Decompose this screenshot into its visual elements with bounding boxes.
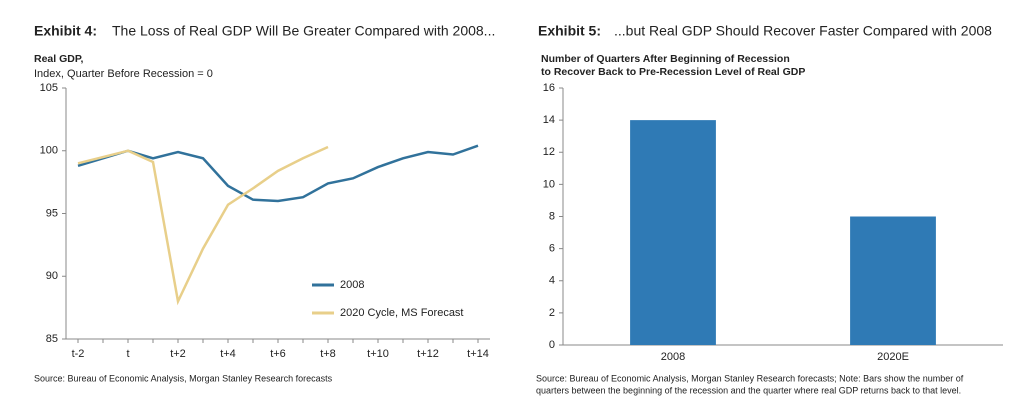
series-line	[77, 145, 329, 306]
y-tick-label: 2	[549, 307, 555, 319]
chart-title: Number of Quarters After Beginning of Re…	[541, 53, 790, 65]
x-tick-label: t	[126, 348, 129, 360]
x-tick-label: t+12	[417, 348, 439, 360]
y-tick-label: 90	[46, 270, 58, 282]
exhibit-heading: ...but Real GDP Should Recover Faster Co…	[614, 23, 992, 39]
y-tick-label: 16	[543, 82, 555, 94]
source: Source: Bureau of Economic Analysis, Mor…	[34, 373, 333, 383]
y-tick-label: 14	[543, 114, 555, 126]
x-tick-label: t+2	[170, 348, 186, 360]
bar	[850, 216, 936, 345]
source: Source: Bureau of Economic Analysis, Mor…	[536, 373, 964, 383]
exhibit-label: Exhibit 4:	[34, 23, 97, 39]
x-tick-label: t+4	[220, 348, 236, 360]
exhibit-label: Exhibit 5:	[538, 23, 601, 39]
x-tick-label: t-2	[72, 348, 85, 360]
source: quarters between the beginning of the re…	[536, 385, 961, 395]
x-tick-label: t+8	[320, 348, 336, 360]
x-tick-label: t+14	[467, 348, 489, 360]
y-tick-label: 100	[40, 145, 58, 157]
x-tick-label: t+10	[367, 348, 389, 360]
y-tick-label: 8	[549, 210, 555, 222]
legend-label: 2020 Cycle, MS Forecast	[340, 307, 464, 319]
y-tick-label: 0	[549, 339, 555, 351]
bar	[630, 120, 716, 345]
y-tick-label: 95	[46, 207, 58, 219]
chart-title: Real GDP,	[34, 53, 83, 65]
chart-subtitle: Index, Quarter Before Recession = 0	[34, 68, 213, 80]
y-tick-label: 105	[40, 82, 58, 94]
y-tick-label: 4	[549, 275, 555, 287]
legend-label: 2008	[340, 279, 364, 291]
x-tick-label: 2008	[661, 351, 685, 363]
y-tick-label: 12	[543, 146, 555, 158]
chart-subtitle: to Recover Back to Pre-Recession Level o…	[541, 66, 805, 78]
exhibit-heading: The Loss of Real GDP Will Be Greater Com…	[112, 23, 495, 39]
x-tick-label: 2020E	[877, 351, 909, 363]
y-tick-label: 6	[549, 243, 555, 255]
x-tick-label: t+6	[270, 348, 286, 360]
y-tick-label: 85	[46, 333, 58, 345]
y-tick-label: 10	[543, 178, 555, 190]
series-line	[77, 144, 479, 203]
